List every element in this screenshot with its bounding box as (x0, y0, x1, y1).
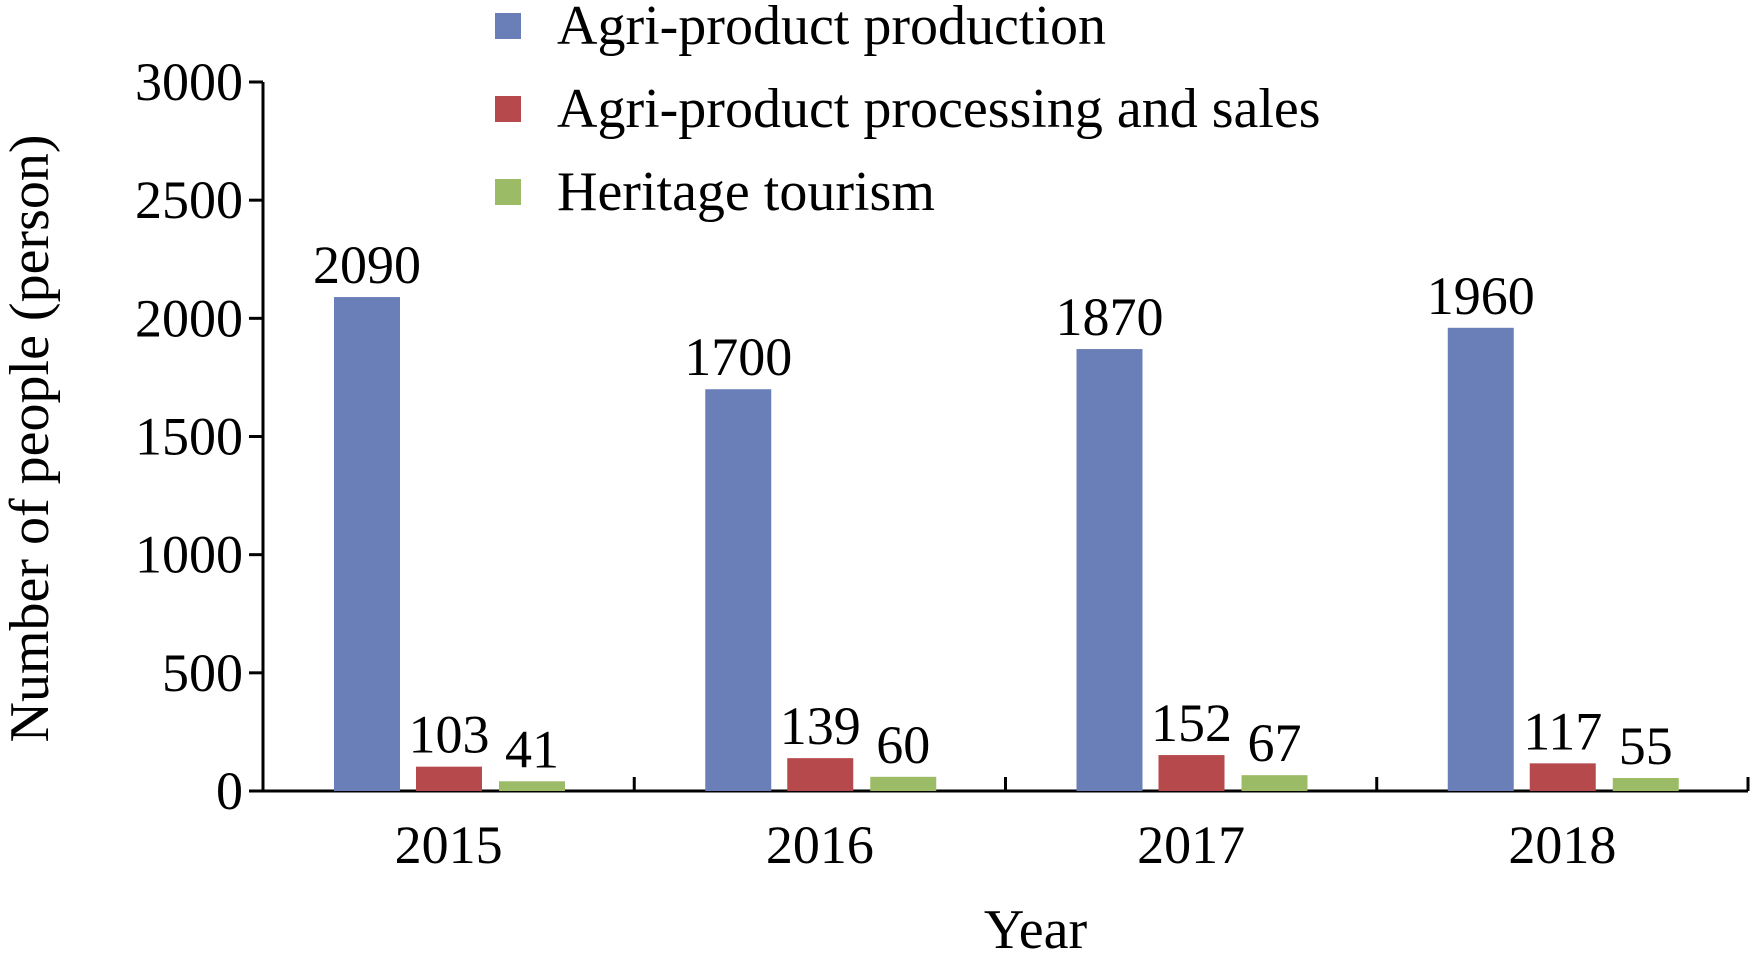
bar-2018-series-2 (1612, 778, 1679, 791)
data-label-2015-series-1: 103 (409, 705, 490, 765)
y-tick-label: 0 (216, 761, 243, 821)
bar-2016-series-0 (705, 389, 772, 791)
data-label-2018-series-1: 117 (1523, 701, 1602, 761)
y-tick-label: 3000 (135, 52, 243, 112)
legend-label-series-2: Heritage tourism (557, 161, 935, 223)
legend-label-series-1: Agri-product processing and sales (557, 78, 1321, 140)
legend-swatch-series-0 (495, 13, 521, 39)
data-label-2016-series-1: 139 (780, 696, 861, 756)
data-label-2017-series-0: 1870 (1056, 287, 1164, 347)
data-label-2016-series-2: 60 (876, 715, 930, 775)
bar-2015-series-2 (499, 781, 565, 791)
data-label-2015-series-2: 41 (505, 719, 559, 779)
data-label-2015-series-0: 2090 (313, 235, 421, 295)
bars-group (334, 297, 1679, 791)
legend-label-series-0: Agri-product production (557, 0, 1106, 57)
x-tick-label-2018: 2018 (1508, 815, 1616, 875)
data-label-2017-series-1: 152 (1151, 693, 1232, 753)
x-tick-label-2017: 2017 (1137, 815, 1245, 875)
x-tick-label-2015: 2015 (395, 815, 503, 875)
bar-2016-series-1 (787, 758, 854, 791)
bar-2017-series-0 (1076, 349, 1143, 791)
bar-2015-series-0 (334, 297, 400, 791)
bar-2017-series-2 (1241, 775, 1308, 791)
legend-swatch-series-1 (495, 96, 521, 122)
x-axis: 2015 2016 2017 2018 (261, 777, 1750, 875)
bar-2018-series-1 (1529, 763, 1596, 791)
data-label-2016-series-0: 1700 (684, 327, 792, 387)
bar-2016-series-2 (870, 776, 937, 791)
bar-2017-series-1 (1158, 755, 1225, 791)
legend-swatch-series-2 (495, 179, 521, 205)
data-labels-group: 2090 1700 1870 1960 103 139 152 117 41 60 67 55 (313, 235, 1673, 779)
y-tick-label: 2500 (135, 170, 243, 230)
x-axis-title: Year (984, 899, 1088, 957)
bar-2018-series-0 (1447, 327, 1514, 791)
data-label-2018-series-0: 1960 (1427, 266, 1535, 326)
y-axis: 0 500 1000 1500 2000 2500 3000 (135, 52, 265, 821)
y-tick-label: 500 (162, 643, 243, 703)
data-label-2018-series-2: 55 (1619, 716, 1673, 776)
data-label-2017-series-2: 67 (1248, 713, 1302, 773)
y-tick-label: 1000 (135, 525, 243, 585)
x-tick-label-2016: 2016 (766, 815, 874, 875)
y-tick-label: 2000 (135, 288, 243, 348)
bar-2015-series-1 (416, 766, 482, 791)
legend: Agri-product production Agri-product proc… (495, 0, 1321, 223)
y-axis-title: Number of people (person) (0, 134, 61, 742)
y-tick-label: 1500 (135, 407, 243, 467)
